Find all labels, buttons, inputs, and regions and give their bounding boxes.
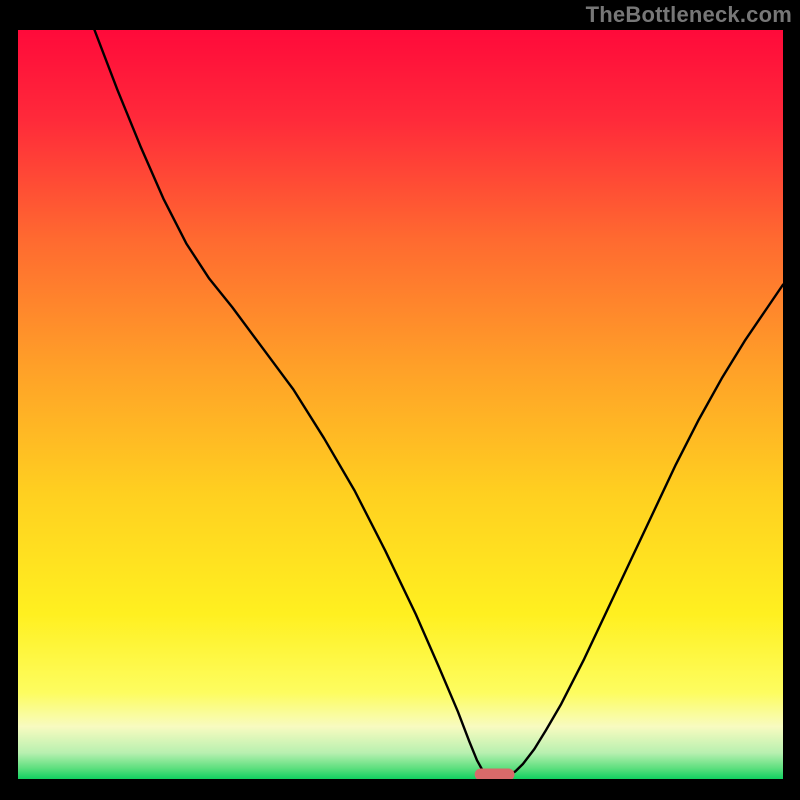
chart-stage: TheBottleneck.com xyxy=(0,0,800,800)
plot-svg xyxy=(18,30,783,779)
optimum-marker xyxy=(475,769,515,779)
plot-area xyxy=(18,30,783,779)
watermark-label: TheBottleneck.com xyxy=(586,2,792,28)
plot-background xyxy=(18,30,783,779)
